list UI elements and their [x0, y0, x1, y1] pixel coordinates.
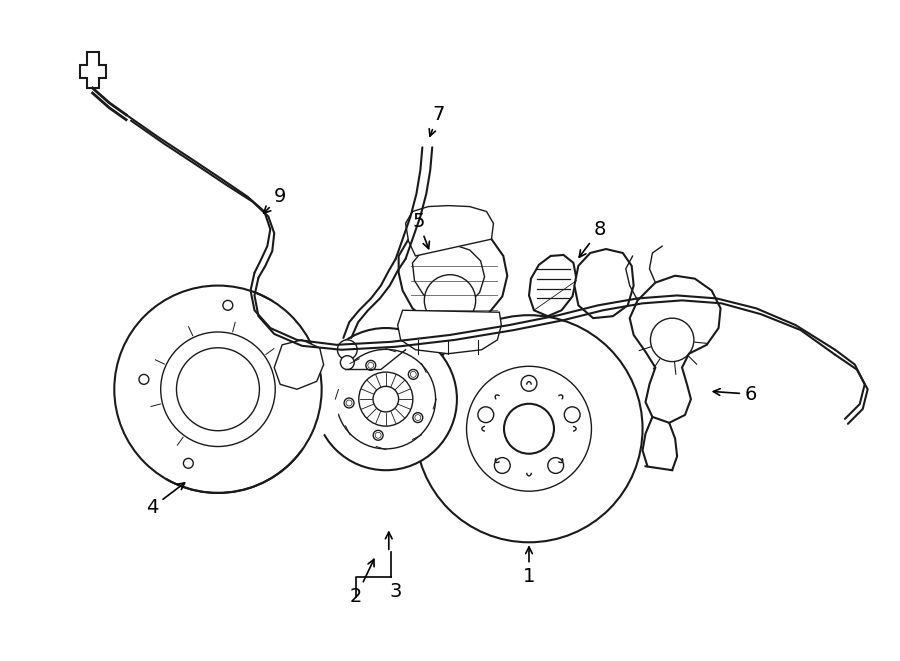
- Circle shape: [374, 430, 383, 440]
- Circle shape: [373, 386, 399, 412]
- Polygon shape: [399, 226, 508, 324]
- Text: 8: 8: [580, 220, 607, 257]
- Circle shape: [424, 275, 476, 326]
- Text: 2: 2: [350, 559, 374, 606]
- Polygon shape: [274, 340, 324, 389]
- Circle shape: [504, 404, 554, 453]
- Circle shape: [338, 340, 357, 360]
- Circle shape: [548, 457, 563, 473]
- Circle shape: [409, 369, 419, 379]
- Text: 6: 6: [714, 385, 757, 404]
- Circle shape: [365, 360, 375, 370]
- Circle shape: [564, 407, 580, 422]
- Circle shape: [344, 398, 354, 408]
- Circle shape: [494, 457, 510, 473]
- Polygon shape: [406, 206, 493, 256]
- Circle shape: [188, 300, 346, 458]
- Circle shape: [413, 412, 423, 422]
- Polygon shape: [412, 245, 484, 307]
- Circle shape: [340, 356, 355, 369]
- Text: 4: 4: [146, 483, 184, 518]
- Circle shape: [315, 328, 457, 470]
- Text: 9: 9: [264, 187, 286, 214]
- Circle shape: [336, 350, 436, 449]
- Polygon shape: [574, 249, 634, 318]
- Text: 1: 1: [523, 547, 536, 586]
- Polygon shape: [529, 255, 576, 316]
- Text: 5: 5: [412, 212, 429, 249]
- Circle shape: [359, 372, 413, 426]
- Circle shape: [478, 407, 494, 422]
- Polygon shape: [630, 276, 721, 423]
- Text: 7: 7: [429, 105, 445, 136]
- Circle shape: [521, 375, 537, 391]
- Polygon shape: [80, 52, 106, 88]
- Circle shape: [114, 286, 321, 493]
- Text: 3: 3: [390, 582, 402, 601]
- Polygon shape: [398, 310, 501, 354]
- Circle shape: [416, 315, 643, 542]
